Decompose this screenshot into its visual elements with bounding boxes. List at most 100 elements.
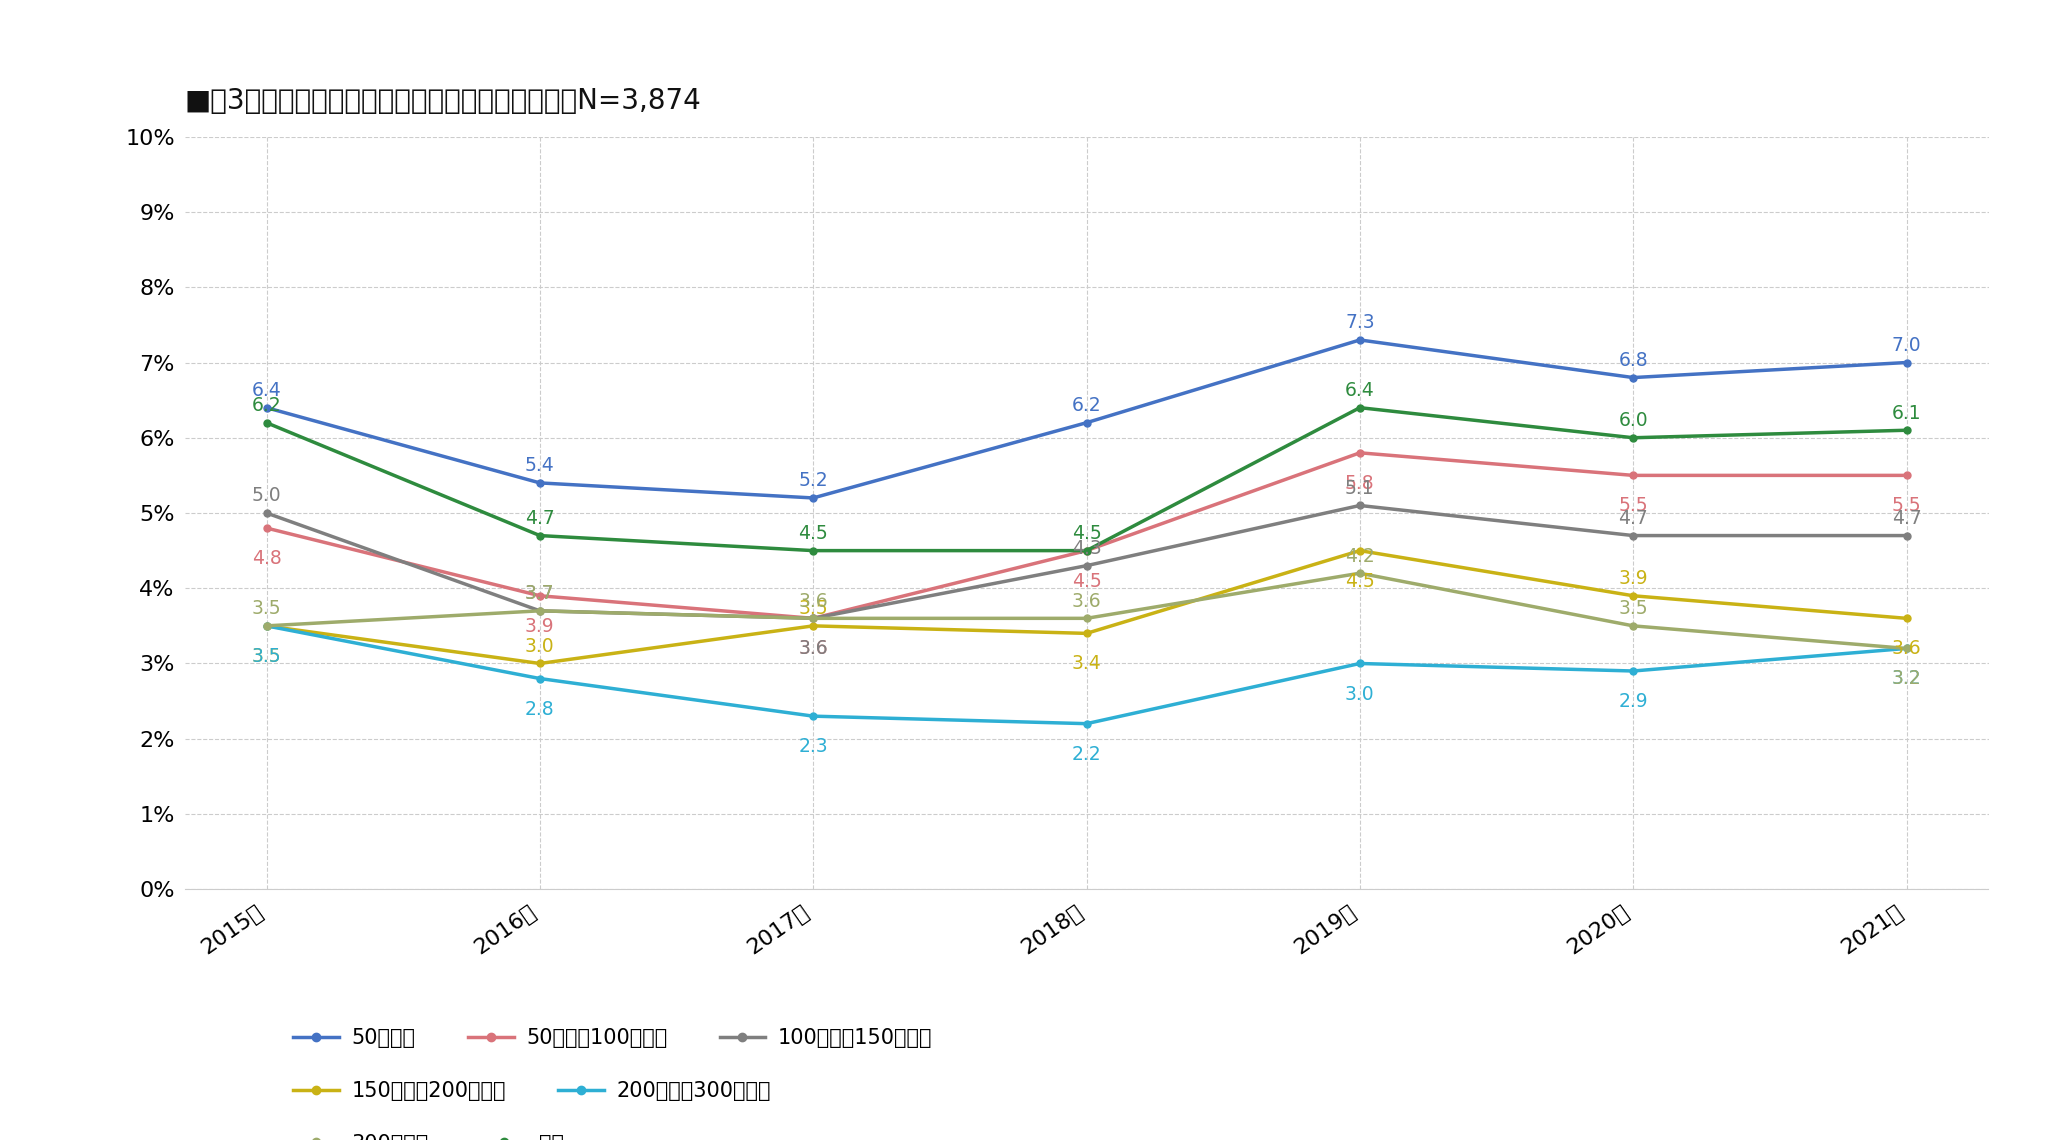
Text: 7.3: 7.3 — [1345, 314, 1376, 333]
Text: 5.8: 5.8 — [1345, 474, 1376, 492]
Legend: 300戸以上, 総計: 300戸以上, 総計 — [285, 1125, 572, 1140]
Text: 4.5: 4.5 — [797, 524, 828, 543]
Text: 3.2: 3.2 — [1892, 669, 1921, 689]
総計 — [254, 416, 279, 430]
200戸以上300戸未満 — [1894, 642, 1919, 656]
Text: 3.6: 3.6 — [797, 592, 828, 611]
Text: 4.5: 4.5 — [1072, 571, 1101, 591]
200戸以上300戸未満 — [254, 619, 279, 633]
Text: 3.6: 3.6 — [1072, 592, 1101, 611]
Text: 6.2: 6.2 — [1072, 397, 1101, 415]
Text: 3.2: 3.2 — [1892, 669, 1921, 689]
Line: 50戸以上100戸未満: 50戸以上100戸未満 — [262, 449, 1911, 621]
総計 — [1347, 401, 1371, 415]
150戸以上200戸未満 — [1074, 627, 1099, 641]
50戸以上100戸未満 — [1894, 469, 1919, 482]
300戸以上 — [1347, 567, 1371, 580]
Text: 3.0: 3.0 — [1345, 684, 1376, 703]
50戸以上100戸未満 — [1622, 469, 1646, 482]
Line: 総計: 総計 — [262, 405, 1911, 554]
Text: 3.9: 3.9 — [1617, 569, 1648, 588]
Text: 3.5: 3.5 — [252, 600, 281, 618]
150戸以上200戸未満 — [1894, 611, 1919, 625]
Text: 2.8: 2.8 — [525, 700, 556, 718]
Text: 6.2: 6.2 — [252, 397, 281, 415]
Text: ■図3　消防用設備点検連続未実施率（戸数帯別）N=3,874: ■図3 消防用設備点検連続未実施率（戸数帯別）N=3,874 — [184, 87, 701, 115]
Text: 3.5: 3.5 — [1617, 600, 1648, 618]
200戸以上300戸未満 — [1074, 717, 1099, 731]
Line: 300戸以上: 300戸以上 — [262, 570, 1911, 652]
100戸以上150戸未満 — [1347, 498, 1371, 512]
Text: 3.6: 3.6 — [1892, 640, 1921, 659]
Text: 3.7: 3.7 — [525, 585, 556, 603]
50戸未満 — [1622, 370, 1646, 384]
200戸以上300戸未満 — [1347, 657, 1371, 670]
Line: 50戸未満: 50戸未満 — [262, 336, 1911, 502]
50戸以上100戸未満 — [802, 611, 826, 625]
200戸以上300戸未満 — [527, 671, 551, 685]
Text: 3.5: 3.5 — [252, 646, 281, 666]
150戸以上200戸未満 — [1622, 589, 1646, 603]
Text: 5.2: 5.2 — [797, 472, 828, 490]
Text: 3.6: 3.6 — [797, 640, 828, 659]
50戸以上100戸未満 — [527, 589, 551, 603]
Text: 3.7: 3.7 — [525, 585, 556, 603]
Text: 6.4: 6.4 — [252, 381, 281, 400]
Text: 5.5: 5.5 — [1617, 496, 1648, 515]
Text: 4.5: 4.5 — [1345, 571, 1376, 591]
50戸未満 — [1894, 356, 1919, 369]
総計 — [1622, 431, 1646, 445]
Text: 3.9: 3.9 — [525, 617, 556, 636]
Text: 6.8: 6.8 — [1617, 351, 1648, 370]
Text: 6.1: 6.1 — [1892, 404, 1921, 423]
150戸以上200戸未満 — [254, 619, 279, 633]
Text: 4.8: 4.8 — [252, 549, 281, 568]
総計 — [802, 544, 826, 557]
50戸以上100戸未満 — [1347, 446, 1371, 459]
100戸以上150戸未満 — [527, 604, 551, 618]
Line: 200戸以上300戸未満: 200戸以上300戸未満 — [262, 622, 1911, 727]
200戸以上300戸未満 — [802, 709, 826, 723]
Text: 3.4: 3.4 — [1072, 654, 1101, 674]
300戸以上 — [802, 611, 826, 625]
Text: 4.7: 4.7 — [1892, 510, 1921, 528]
Text: 7.0: 7.0 — [1892, 336, 1921, 355]
50戸未満 — [1074, 416, 1099, 430]
Text: 3.0: 3.0 — [525, 637, 556, 656]
300戸以上 — [1074, 611, 1099, 625]
300戸以上 — [254, 619, 279, 633]
300戸以上 — [527, 604, 551, 618]
Text: 4.5: 4.5 — [1072, 524, 1101, 543]
Text: 4.2: 4.2 — [1345, 547, 1376, 565]
50戸以上100戸未満 — [1074, 544, 1099, 557]
100戸以上150戸未満 — [1894, 529, 1919, 543]
Text: 4.7: 4.7 — [525, 510, 556, 528]
Text: 3.5: 3.5 — [797, 600, 828, 618]
Text: 3.6: 3.6 — [797, 640, 828, 659]
100戸以上150戸未満 — [802, 611, 826, 625]
50戸未満 — [254, 401, 279, 415]
100戸以上150戸未満 — [254, 506, 279, 520]
Text: 2.2: 2.2 — [1072, 744, 1101, 764]
150戸以上200戸未満 — [527, 657, 551, 670]
100戸以上150戸未満 — [1074, 559, 1099, 572]
Line: 100戸以上150戸未満: 100戸以上150戸未満 — [262, 502, 1911, 621]
50戸以上100戸未満 — [254, 521, 279, 535]
Line: 150戸以上200戸未満: 150戸以上200戸未満 — [262, 547, 1911, 667]
Text: 3.5: 3.5 — [252, 646, 281, 666]
Text: 4.7: 4.7 — [1617, 510, 1648, 528]
300戸以上 — [1622, 619, 1646, 633]
総計 — [1074, 544, 1099, 557]
Text: 2.9: 2.9 — [1617, 692, 1648, 711]
50戸未満 — [527, 477, 551, 490]
Text: 5.5: 5.5 — [1892, 496, 1921, 515]
50戸未満 — [1347, 333, 1371, 347]
Text: 2.3: 2.3 — [797, 738, 828, 756]
Text: 6.4: 6.4 — [1345, 381, 1376, 400]
50戸未満 — [802, 491, 826, 505]
Text: 5.0: 5.0 — [252, 487, 281, 505]
200戸以上300戸未満 — [1622, 665, 1646, 678]
150戸以上200戸未満 — [802, 619, 826, 633]
Text: 5.4: 5.4 — [525, 456, 556, 475]
Text: 4.3: 4.3 — [1072, 539, 1101, 559]
